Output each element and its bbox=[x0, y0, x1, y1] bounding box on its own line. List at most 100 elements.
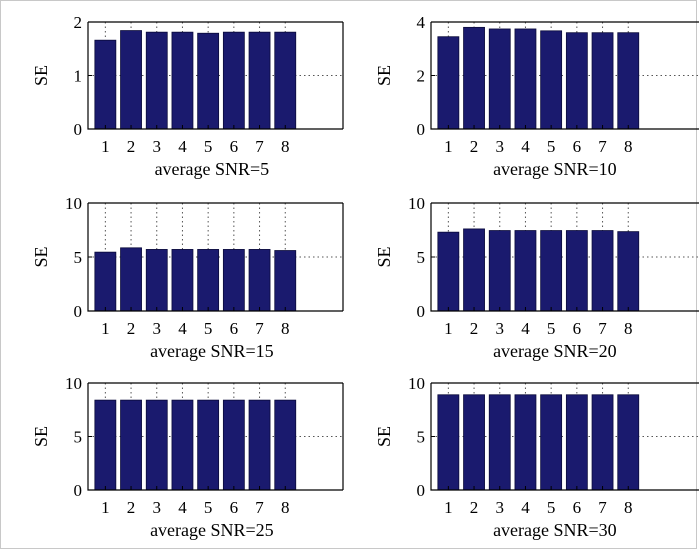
x-tick-label: 6 bbox=[230, 319, 239, 338]
x-tick-label: 8 bbox=[624, 498, 633, 517]
bar bbox=[591, 230, 614, 312]
x-tick-label: 3 bbox=[153, 137, 162, 156]
bar bbox=[145, 31, 168, 130]
y-tick-label: 10 bbox=[65, 194, 82, 213]
bar bbox=[248, 249, 271, 312]
bar bbox=[463, 228, 485, 312]
x-axis-label: average SNR=20 bbox=[493, 341, 617, 361]
x-tick-label: 5 bbox=[204, 498, 213, 517]
bar bbox=[437, 394, 460, 491]
x-tick-label: 6 bbox=[573, 137, 582, 156]
bar bbox=[171, 399, 194, 491]
x-tick-label: 3 bbox=[496, 137, 505, 156]
bar bbox=[145, 249, 168, 312]
y-tick-label: 5 bbox=[417, 428, 426, 447]
x-tick-label: 1 bbox=[101, 137, 110, 156]
y-tick-label: 0 bbox=[417, 302, 426, 321]
x-tick-label: 4 bbox=[178, 137, 187, 156]
x-tick-label: 6 bbox=[573, 498, 582, 517]
bar bbox=[437, 36, 460, 130]
bar bbox=[514, 28, 537, 130]
x-tick-label: 8 bbox=[624, 319, 633, 338]
bar bbox=[94, 39, 117, 130]
bar bbox=[463, 26, 485, 130]
bar bbox=[540, 394, 563, 491]
bar bbox=[540, 230, 563, 312]
bar bbox=[94, 399, 117, 491]
y-tick-label: 0 bbox=[417, 120, 426, 139]
y-tick-label: 5 bbox=[74, 248, 83, 267]
bar bbox=[197, 249, 220, 312]
x-tick-label: 5 bbox=[204, 319, 213, 338]
x-tick-label: 5 bbox=[547, 137, 556, 156]
bar bbox=[197, 32, 220, 130]
x-tick-label: 2 bbox=[470, 137, 479, 156]
y-axis-label: SE bbox=[374, 426, 394, 447]
y-tick-label: 2 bbox=[417, 67, 426, 86]
x-tick-label: 2 bbox=[470, 319, 479, 338]
x-tick-label: 6 bbox=[230, 498, 239, 517]
bar bbox=[540, 30, 563, 130]
x-axis-label: average SNR=30 bbox=[493, 520, 617, 540]
bar bbox=[197, 399, 220, 491]
x-tick-label: 5 bbox=[547, 319, 556, 338]
bar bbox=[514, 394, 537, 491]
bar bbox=[591, 32, 614, 130]
bar bbox=[120, 399, 142, 491]
bar bbox=[120, 30, 142, 130]
x-tick-label: 7 bbox=[598, 319, 607, 338]
x-tick-label: 8 bbox=[281, 319, 290, 338]
bar bbox=[274, 250, 297, 312]
y-tick-label: 4 bbox=[417, 13, 426, 32]
bar bbox=[222, 31, 245, 130]
x-tick-label: 7 bbox=[598, 498, 607, 517]
x-tick-label: 4 bbox=[521, 319, 530, 338]
x-tick-label: 8 bbox=[624, 137, 633, 156]
bar bbox=[94, 251, 117, 312]
bar bbox=[463, 394, 485, 491]
x-tick-label: 4 bbox=[521, 498, 530, 517]
bar bbox=[222, 399, 245, 491]
y-tick-label: 5 bbox=[74, 428, 83, 447]
x-tick-label: 4 bbox=[521, 137, 530, 156]
bar bbox=[248, 31, 271, 130]
x-axis-label: average SNR=15 bbox=[150, 341, 274, 361]
bar bbox=[222, 249, 245, 312]
bar bbox=[591, 394, 614, 491]
x-tick-label: 6 bbox=[230, 137, 239, 156]
bar bbox=[171, 31, 194, 130]
y-tick-label: 5 bbox=[417, 248, 426, 267]
x-tick-label: 5 bbox=[547, 498, 556, 517]
y-tick-label: 1 bbox=[74, 67, 83, 86]
x-tick-label: 2 bbox=[127, 319, 136, 338]
y-axis-label: SE bbox=[374, 65, 394, 86]
bar bbox=[437, 231, 460, 312]
y-tick-label: 0 bbox=[74, 302, 83, 321]
x-tick-label: 2 bbox=[470, 498, 479, 517]
bar bbox=[274, 31, 297, 130]
x-tick-label: 3 bbox=[153, 319, 162, 338]
bar bbox=[514, 230, 537, 312]
y-axis-label: SE bbox=[374, 246, 394, 267]
bar bbox=[565, 32, 588, 130]
y-tick-label: 0 bbox=[74, 481, 83, 500]
x-tick-label: 2 bbox=[127, 137, 136, 156]
bar bbox=[120, 247, 142, 312]
x-axis-label: average SNR=5 bbox=[155, 159, 270, 179]
x-tick-label: 6 bbox=[573, 319, 582, 338]
bar bbox=[617, 394, 640, 491]
x-tick-label: 3 bbox=[153, 498, 162, 517]
bar bbox=[565, 394, 588, 491]
bar bbox=[248, 399, 271, 491]
y-tick-label: 0 bbox=[417, 481, 426, 500]
x-tick-label: 8 bbox=[281, 137, 290, 156]
y-tick-label: 10 bbox=[65, 374, 82, 393]
y-tick-label: 2 bbox=[74, 13, 83, 32]
